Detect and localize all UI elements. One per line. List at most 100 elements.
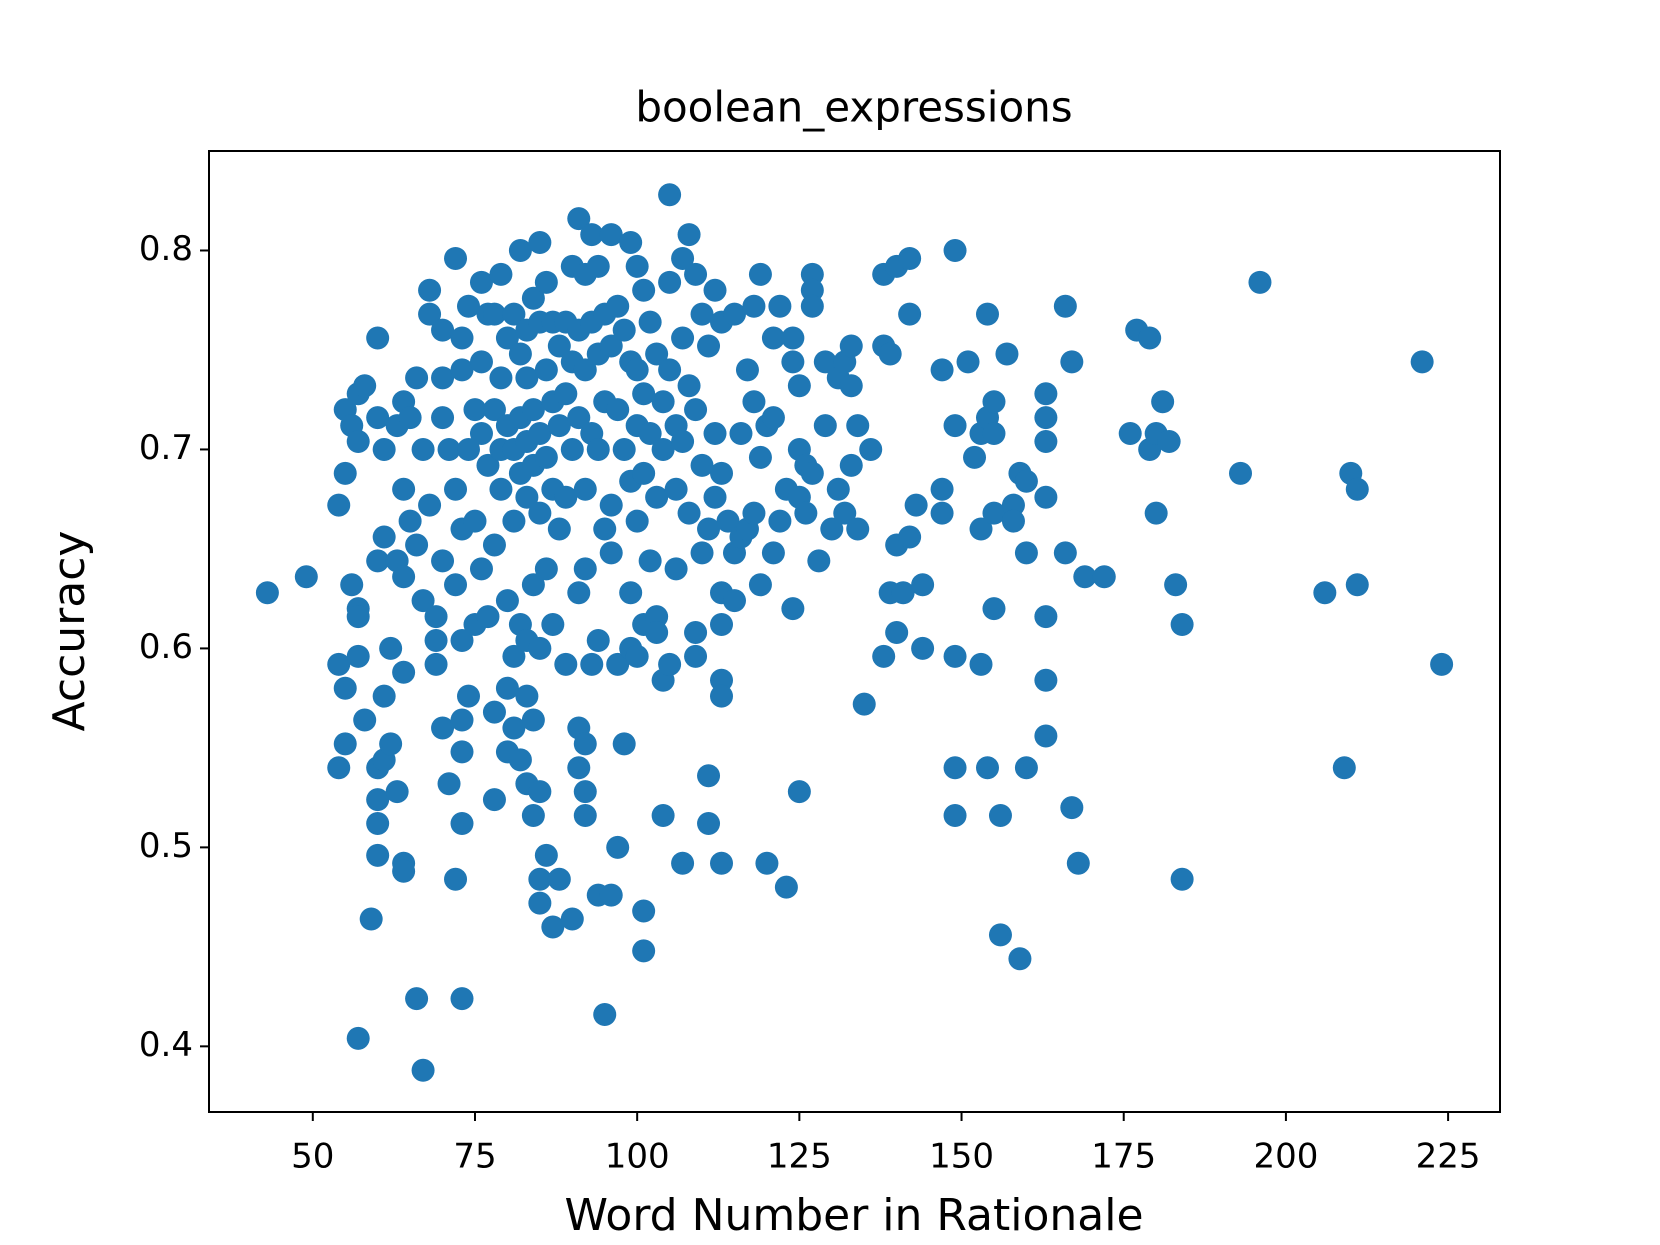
point — [710, 461, 734, 485]
point — [800, 278, 824, 302]
point — [476, 605, 500, 629]
point — [580, 652, 604, 676]
point — [1034, 382, 1058, 406]
point — [684, 398, 708, 422]
point — [599, 883, 623, 907]
point — [781, 597, 805, 621]
point — [405, 987, 429, 1011]
point — [573, 477, 597, 501]
point — [1410, 350, 1434, 374]
point — [859, 437, 883, 461]
point — [431, 318, 455, 342]
point — [710, 851, 734, 875]
y-tick-label: 0.4 — [139, 1025, 193, 1065]
point — [366, 812, 390, 836]
point — [508, 748, 532, 772]
point — [366, 549, 390, 573]
point — [1014, 469, 1038, 493]
point — [852, 692, 876, 716]
point — [988, 923, 1012, 947]
point — [697, 812, 721, 836]
point — [632, 278, 656, 302]
point — [1332, 756, 1356, 780]
point — [982, 422, 1006, 446]
point — [528, 636, 552, 660]
point — [761, 541, 785, 565]
point — [1034, 605, 1058, 629]
point — [671, 851, 695, 875]
point — [710, 684, 734, 708]
point — [353, 374, 377, 398]
point — [1170, 867, 1194, 891]
point — [547, 414, 571, 438]
point — [632, 899, 656, 923]
point — [469, 350, 493, 374]
point — [502, 644, 526, 668]
point — [528, 867, 552, 891]
point — [392, 660, 416, 684]
point — [684, 644, 708, 668]
point — [1073, 565, 1097, 589]
point — [580, 223, 604, 247]
point — [593, 517, 617, 541]
point — [988, 804, 1012, 828]
point — [1014, 541, 1038, 565]
point — [521, 286, 545, 310]
point — [671, 429, 695, 453]
point — [658, 270, 682, 294]
point — [612, 318, 636, 342]
point — [515, 485, 539, 509]
point — [534, 358, 558, 382]
point — [982, 390, 1006, 414]
point — [774, 875, 798, 899]
point — [664, 477, 688, 501]
point — [638, 310, 662, 334]
point — [690, 541, 714, 565]
point — [482, 398, 506, 422]
point — [943, 804, 967, 828]
point — [567, 406, 591, 430]
point — [534, 445, 558, 469]
point — [911, 636, 935, 660]
point — [398, 509, 422, 533]
point — [755, 851, 779, 875]
point — [418, 278, 442, 302]
point — [658, 652, 682, 676]
point — [956, 350, 980, 374]
point — [839, 374, 863, 398]
point — [515, 366, 539, 390]
point — [528, 501, 552, 525]
point — [418, 302, 442, 326]
point — [593, 1003, 617, 1027]
point — [943, 414, 967, 438]
point — [599, 493, 623, 517]
point — [560, 907, 584, 931]
point — [573, 732, 597, 756]
point — [1034, 429, 1058, 453]
point — [444, 573, 468, 597]
point — [424, 628, 448, 652]
point — [651, 437, 675, 461]
point — [943, 644, 967, 668]
point — [495, 326, 519, 350]
point — [346, 644, 370, 668]
point — [684, 620, 708, 644]
point — [340, 573, 364, 597]
point — [787, 780, 811, 804]
point — [437, 772, 461, 796]
point — [1229, 461, 1253, 485]
point — [787, 374, 811, 398]
point — [502, 716, 526, 740]
point — [450, 987, 474, 1011]
point — [833, 501, 857, 525]
point — [625, 358, 649, 382]
point — [560, 437, 584, 461]
point — [1170, 613, 1194, 637]
point — [528, 422, 552, 446]
point — [366, 788, 390, 812]
y-tick-label: 0.8 — [139, 229, 193, 269]
point — [839, 334, 863, 358]
point — [431, 406, 455, 430]
point — [469, 422, 493, 446]
point — [1248, 270, 1272, 294]
